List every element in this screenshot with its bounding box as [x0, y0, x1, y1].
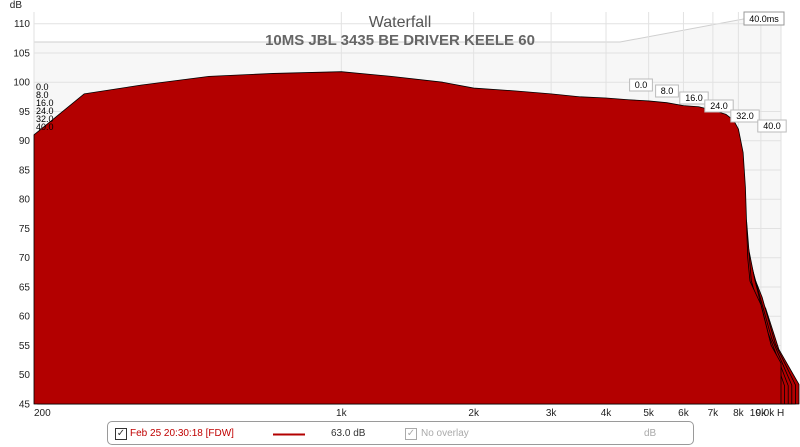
x-tick-label: 6k	[678, 408, 690, 419]
y-tick-label: 75	[19, 224, 31, 235]
time-axis-label: 0.0	[635, 80, 648, 90]
time-axis-label: 16.0	[685, 93, 703, 103]
y-tick-label: 65	[19, 282, 31, 293]
time-axis-label-box	[757, 119, 787, 133]
x-tick-label: 3k	[546, 408, 558, 419]
time-axis-left-label: 16.0	[36, 98, 54, 108]
time-axis-left-label: 8.0	[36, 90, 49, 100]
time-axis-label-box	[655, 84, 679, 98]
time-axis-label: 40.0	[763, 121, 781, 131]
time-axis-left-label: 24.0	[36, 106, 54, 116]
y-tick-label: 80	[19, 195, 31, 206]
measurement-label[interactable]: Feb 25 20:30:18 [FDW]	[130, 428, 234, 439]
time-axis-label-box	[629, 78, 653, 92]
y-axis-label: dB	[10, 0, 23, 11]
x-tick-label: 4k	[601, 408, 613, 419]
overlay-label[interactable]: No overlay	[421, 428, 469, 439]
y-tick-label: 45	[19, 400, 31, 411]
overlay-checkbox[interactable]: ✓	[405, 428, 417, 440]
y-tick-label: 50	[19, 370, 31, 381]
x-tick-label: 10.0k H	[750, 408, 784, 419]
y-tick-label: 55	[19, 341, 31, 352]
chart-title: Waterfall	[369, 14, 432, 31]
y-tick-label: 90	[19, 136, 31, 147]
overlay-unit: dB	[644, 428, 657, 439]
waterfall-chart: 0.08.016.024.032.040.00.08.016.024.032.0…	[9, 0, 800, 419]
time-axis-left-label: 0.0	[36, 82, 49, 92]
x-tick-label: 2k	[468, 408, 480, 419]
y-tick-label: 70	[19, 253, 31, 264]
measurement-checkbox[interactable]: ✓	[115, 428, 127, 440]
x-tick-label: 200	[34, 408, 51, 419]
measurement-line-swatch	[273, 433, 305, 436]
time-window-frame	[743, 11, 785, 26]
y-tick-label: 105	[13, 48, 30, 59]
x-tick-label: 8k	[733, 408, 745, 419]
y-tick-label: 95	[19, 107, 31, 118]
y-tick-label: 85	[19, 165, 31, 176]
measurement-level: 63.0 dB	[331, 428, 366, 439]
waterfall-slices	[33, 71, 800, 405]
time-axis-label: 24.0	[710, 101, 728, 111]
time-axis-left-label: 32.0	[36, 114, 54, 124]
time-axis-label: 32.0	[736, 111, 754, 121]
time-axis-label-box	[730, 109, 760, 123]
waterfall-slice	[33, 71, 782, 405]
x-tick-label: 9k	[756, 408, 768, 419]
y-axis-ticks: 110 105 100 95 90 85 80 75 70 65 60 55 50 45	[13, 19, 30, 410]
time-axis-label-box	[704, 99, 734, 113]
time-window-box: 40.0ms	[743, 11, 785, 26]
chart-subtitle: 10MS JBL 3435 BE DRIVER KEELE 60	[265, 32, 535, 49]
time-window-label: 40.0ms	[749, 14, 779, 24]
y-tick-label: 110	[14, 19, 30, 30]
x-tick-label: 7k	[708, 408, 720, 419]
time-axis-label-box	[679, 91, 709, 105]
time-axis-label: 8.0	[661, 86, 674, 96]
time-axis-left-label: 40.0	[36, 122, 54, 132]
y-tick-label: 100	[13, 78, 30, 89]
x-tick-label: 1k	[336, 408, 348, 419]
x-tick-label: 5k	[643, 408, 655, 419]
legend-bar: ✓ Feb 25 20:30:18 [FDW] 63.0 dB ✓ No ove…	[107, 421, 694, 445]
y-tick-label: 60	[19, 312, 31, 323]
time-axis-labels: 0.08.016.024.032.040.00.08.016.024.032.0…	[36, 78, 787, 133]
